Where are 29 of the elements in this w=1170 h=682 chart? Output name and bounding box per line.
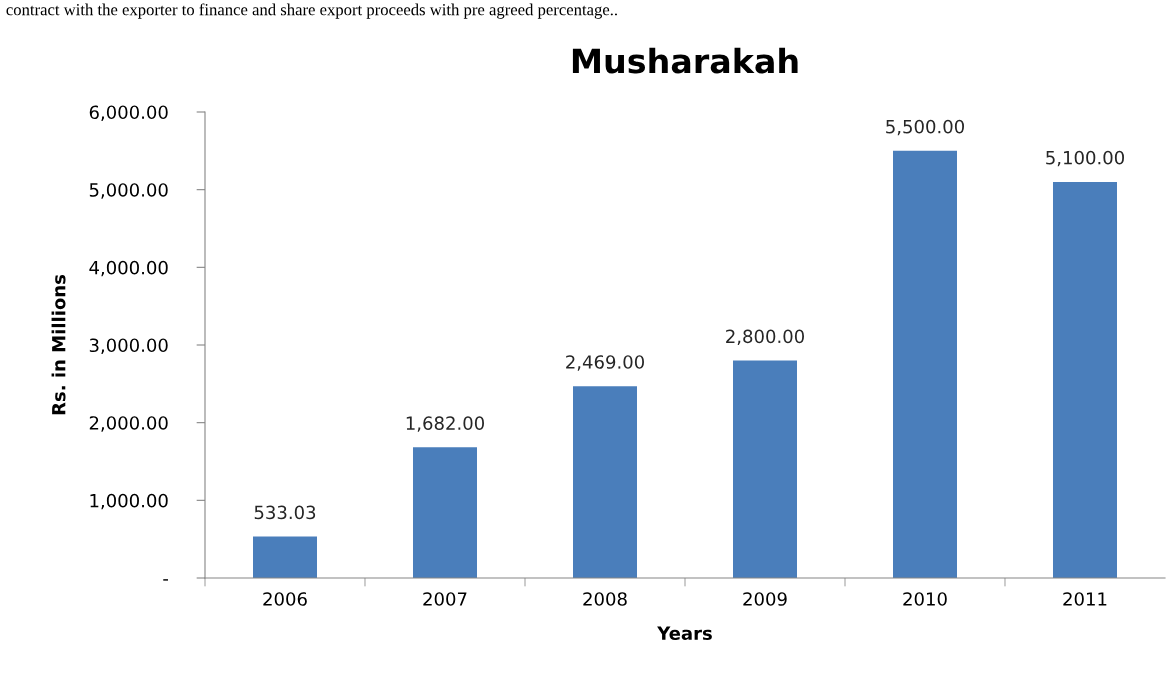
data-label: 533.03 <box>254 505 316 520</box>
y-tick-label: 4,000.00 <box>89 260 168 277</box>
x-tick-label: 2011 <box>1063 592 1107 606</box>
data-label: 5,500.00 <box>886 119 964 136</box>
bar <box>733 360 797 578</box>
y-tick-label: 1,000.00 <box>90 493 168 510</box>
x-tick-label: 2010 <box>903 592 947 606</box>
text: contract with the exporter to finance and share export proceeds with pre agreed percentage.. <box>6 3 617 19</box>
data-label: 2,800.00 <box>726 329 804 345</box>
bar <box>1053 181 1117 578</box>
y-tick-label: 5,000.00 <box>89 183 168 199</box>
bar <box>413 447 477 578</box>
chart-title: Musharakah <box>572 47 798 74</box>
y-axis-title: Rs. in Millions <box>51 274 66 415</box>
y-tick-label: - <box>163 579 169 581</box>
x-axis-title: Years <box>657 626 712 641</box>
x-tick-label: 2008 <box>583 592 627 606</box>
bar <box>253 536 317 578</box>
x-tick-label: 2009 <box>743 592 787 606</box>
y-tick-label: 3,000.00 <box>89 338 168 354</box>
bar <box>893 150 957 578</box>
y-tick-label: 6,000.00 <box>89 105 168 121</box>
x-tick-label: 2007 <box>423 592 467 606</box>
data-label: 5,100.00 <box>1046 150 1124 167</box>
data-label: 1,682.00 <box>406 416 484 432</box>
data-label: 2,469.00 <box>566 355 644 371</box>
x-tick-label: 2006 <box>263 592 307 606</box>
y-tick-label: 2,000.00 <box>89 416 168 432</box>
bar <box>573 386 637 578</box>
